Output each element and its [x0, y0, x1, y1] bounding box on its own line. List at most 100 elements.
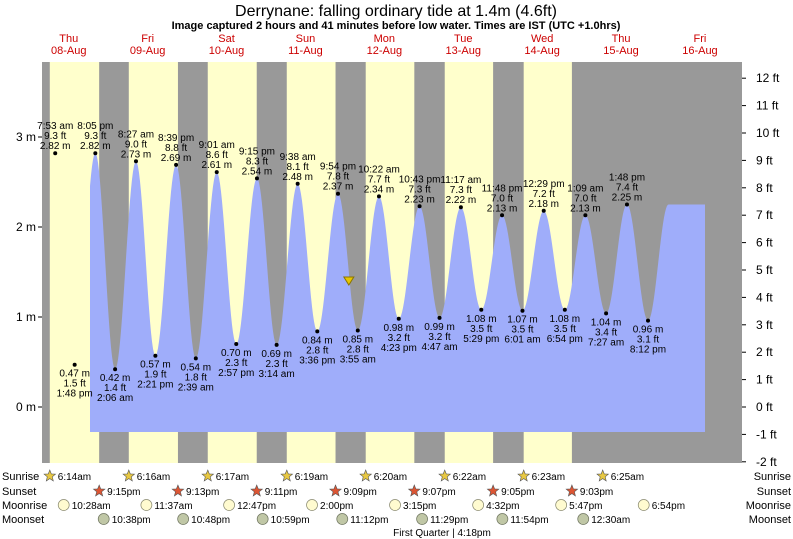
sunset-icon [407, 484, 421, 497]
low-tide-point [153, 353, 158, 358]
high-tide-point [214, 170, 219, 175]
day-date-label: 15-Aug [603, 45, 638, 57]
row-label-left: Sunset [2, 486, 36, 498]
tide-points: 7:53 am9.3 ft2.82 m0.47 m1.5 ft1:48 pm8:… [37, 121, 666, 404]
moonrise-icon [57, 499, 70, 511]
moonrise-icon [223, 499, 235, 511]
sunrise-time: 6:22am [453, 472, 486, 483]
row-label-right: Moonrise [746, 500, 791, 512]
high-tide-time: 10:43 pm [399, 174, 441, 185]
right-axis-tick-label: 0 ft [756, 400, 773, 414]
sunrise-icon [596, 469, 610, 482]
high-tide-time: 12:29 pm [523, 179, 565, 190]
moonset-time: 10:48pm [191, 515, 230, 526]
sunset-icon [92, 484, 106, 497]
sunset-time: 9:03pm [580, 487, 613, 498]
high-tide-feet: 7.2 ft [533, 189, 555, 200]
moonrise-time: 12:47pm [237, 501, 276, 512]
high-tide-feet: 7.0 ft [574, 193, 596, 204]
high-tide-point [335, 191, 340, 196]
high-tide-time: 9:38 am [280, 152, 316, 163]
row-label-right: Sunset [757, 486, 791, 498]
moonset-time: 11:29pm [430, 515, 468, 526]
high-tide-time: 10:22 am [358, 164, 400, 175]
moonrise-time: 10:28am [72, 501, 111, 512]
low-tide-metres: 0.84 m [302, 335, 333, 346]
high-tide-point [458, 205, 463, 210]
high-tide-point [133, 159, 138, 164]
high-tide-feet: 7.7 ft [368, 174, 390, 185]
high-tide-metres: 2.25 m [612, 193, 643, 204]
high-tide-metres: 2.82 m [80, 141, 111, 152]
low-tide-point [355, 328, 360, 333]
low-tide-feet: 3.2 ft [388, 333, 410, 344]
day-name-label: Mon [374, 33, 395, 45]
low-tide-point [396, 316, 401, 321]
low-tide-point [479, 307, 484, 312]
low-tide-point [562, 307, 567, 312]
low-tide-metres: 0.54 m [181, 362, 212, 373]
high-tide-point [295, 181, 300, 186]
high-tide-time: 8:27 am [118, 129, 154, 140]
low-tide-time: 3:14 am [259, 369, 295, 380]
day-date-label: 12-Aug [367, 45, 402, 57]
moonrise-time: 3:15pm [403, 501, 436, 512]
astro-table: Sunrise Sunrise Sunset Sunset Moonrise Moonri… [2, 469, 791, 526]
moonrise-time: 4:32pm [486, 501, 519, 512]
right-axis-tick-label: 11 ft [756, 99, 779, 113]
tide-area [90, 153, 705, 433]
right-axis-tick-label: 8 ft [756, 181, 773, 195]
high-tide-time: 1:09 am [567, 183, 603, 194]
low-tide-point [193, 356, 198, 361]
high-tide-feet: 7.3 ft [450, 185, 472, 196]
sunset-icon [565, 484, 579, 497]
day-date-label: 14-Aug [524, 45, 559, 57]
high-tide-time: 9:01 am [199, 140, 235, 151]
sunrise-time: 6:16am [137, 472, 170, 483]
low-tide-feet: 1.9 ft [144, 370, 166, 381]
moonset-time: 11:12pm [350, 515, 388, 526]
high-tide-point [417, 204, 422, 209]
moonset-time: 11:54pm [510, 515, 548, 526]
moonrise-icon [637, 499, 650, 511]
high-tide-time: 8:39 pm [158, 133, 194, 144]
left-axis-tick-label: 1 m [16, 310, 36, 324]
sunset-time: 9:13pm [186, 487, 219, 498]
low-tide-metres: 1.04 m [591, 317, 622, 328]
right-axis-tick-label: 4 ft [756, 290, 773, 304]
moonset-icon [416, 513, 428, 525]
high-tide-point [254, 176, 259, 181]
moonrise-time: 2:00pm [320, 501, 353, 512]
low-tide-feet: 1.4 ft [104, 383, 126, 394]
high-tide-time: 1:48 pm [609, 173, 645, 184]
sunset-icon [329, 484, 342, 497]
low-tide-time: 1:48 pm [57, 389, 93, 400]
high-tide-point [624, 202, 629, 207]
row-label-right: Moonset [749, 514, 791, 526]
low-tide-point [234, 342, 239, 346]
day-name-label: Sat [218, 33, 235, 45]
sunrise-time: 6:19am [295, 472, 328, 483]
high-tide-metres: 2.54 m [242, 166, 273, 177]
high-tide-metres: 2.82 m [40, 141, 71, 152]
low-tide-feet: 1.5 ft [64, 379, 86, 390]
sunrise-icon [517, 469, 531, 482]
low-tide-time: 7:27 am [588, 337, 624, 348]
moonset-icon [97, 513, 110, 525]
high-tide-metres: 2.13 m [570, 203, 601, 214]
sunset-time: 9:09pm [344, 487, 377, 498]
sunset-icon [250, 484, 264, 497]
high-tide-metres: 2.23 m [404, 194, 435, 205]
sunset-time: 9:05pm [501, 487, 534, 498]
low-tide-point [274, 342, 279, 347]
low-tide-metres: 0.69 m [261, 349, 292, 360]
chart-title: Derrynane: falling ordinary tide at 1.4m… [235, 3, 557, 20]
high-tide-feet: 8.1 ft [287, 162, 309, 173]
low-tide-feet: 2.3 ft [266, 359, 288, 370]
low-tide-feet: 1.8 ft [185, 372, 207, 383]
high-tide-point [541, 208, 546, 213]
high-tide-metres: 2.48 m [282, 172, 313, 183]
sunrise-icon [359, 469, 373, 482]
low-tide-feet: 3.5 ft [470, 324, 492, 335]
sunset-icon [171, 484, 185, 497]
